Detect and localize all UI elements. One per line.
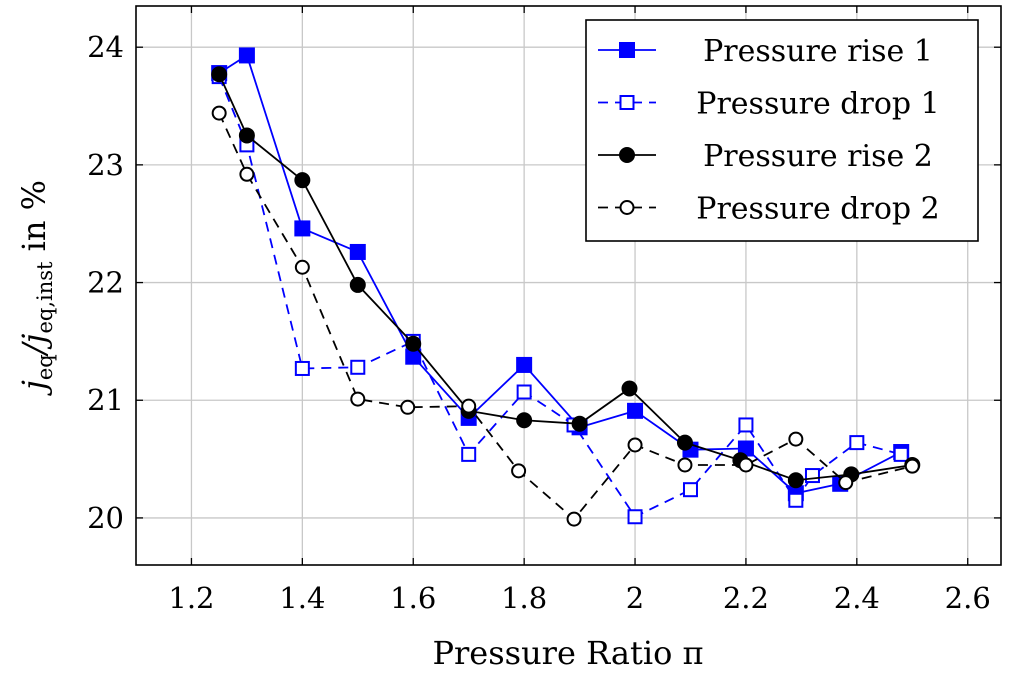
y-tick-label: 20 (87, 501, 124, 535)
data-point (838, 475, 854, 491)
data-point (294, 259, 310, 275)
legend-entry-1: Pressure rise 1 (598, 34, 933, 69)
data-point (738, 417, 754, 433)
series-layer (211, 47, 921, 527)
y-label-sub2: eq,inst (33, 261, 57, 334)
legend: Pressure rise 1 Pressure drop 1 Pressure r… (585, 19, 979, 242)
data-point (627, 437, 643, 453)
data-point (904, 458, 920, 474)
data-point (788, 431, 804, 447)
data-point (511, 463, 527, 479)
legend-entry-4: Pressure drop 2 (598, 192, 940, 227)
x-axis-label: Pressure Ratio π (432, 634, 703, 672)
legend-box (585, 19, 979, 242)
data-point (238, 47, 255, 64)
data-point (400, 399, 416, 415)
legend-label: Pressure rise 1 (703, 34, 933, 69)
legend-label: Pressure rise 2 (703, 139, 933, 174)
tick-layer: 1.2 1.4 1.6 1.8 2 2.2 2.4 2.6 20 21 22 23 24 (87, 6, 1001, 615)
data-point (627, 509, 643, 525)
legend-label: Pressure drop 2 (696, 192, 939, 227)
data-point (893, 446, 909, 462)
series-line (218, 54, 902, 495)
y-tick-label: 22 (87, 266, 124, 300)
data-point (294, 172, 311, 189)
data-point (461, 398, 477, 414)
data-point (804, 468, 820, 484)
plot-frame (135, 5, 1002, 566)
data-point (787, 472, 804, 489)
series-line (218, 73, 913, 482)
data-point (621, 380, 638, 397)
data-point (627, 402, 644, 419)
data-point (682, 482, 698, 498)
y-label-sub1: eq (33, 354, 57, 380)
data-point (239, 166, 255, 182)
data-point (294, 360, 310, 376)
data-point (571, 415, 588, 432)
data-point (211, 66, 228, 83)
series-4 (211, 105, 920, 527)
x-tick-label: 2 (626, 581, 644, 615)
data-point (294, 220, 311, 237)
data-point (516, 384, 532, 400)
y-tick-label: 23 (87, 148, 124, 182)
data-point (516, 412, 533, 429)
legend-label: Pressure drop 1 (696, 87, 939, 122)
legend-entry-2: Pressure drop 1 (598, 87, 940, 122)
data-point (211, 105, 227, 121)
data-point (849, 435, 865, 451)
legend-marker (619, 42, 635, 58)
data-point (405, 335, 422, 352)
data-point (676, 434, 693, 451)
legend-marker (619, 200, 635, 215)
legend-marker (619, 147, 635, 163)
data-point (350, 391, 366, 407)
y-label-main: j (15, 380, 53, 396)
y-label-end: in % (15, 180, 53, 262)
x-tick-label: 2.4 (834, 581, 880, 615)
x-tick-label: 1.2 (168, 581, 214, 615)
legend-entry-3: Pressure rise 2 (598, 139, 933, 174)
data-point (350, 359, 366, 375)
data-point (566, 511, 582, 527)
x-tick-label: 1.6 (390, 581, 436, 615)
y-axis-label: jeq/jeq,inst in % (15, 180, 57, 396)
data-point (516, 356, 533, 373)
data-point (677, 457, 693, 473)
x-tick-label: 2.2 (723, 581, 769, 615)
data-point (461, 446, 477, 462)
x-tick-label: 1.4 (279, 581, 325, 615)
y-tick-label: 21 (87, 383, 124, 417)
series-line (218, 112, 913, 521)
data-point (349, 243, 366, 260)
y-tick-label: 24 (87, 30, 124, 64)
y-label-mid: /j (15, 333, 53, 357)
data-point (349, 276, 366, 293)
data-point (238, 127, 255, 144)
x-tick-label: 1.8 (501, 581, 547, 615)
legend-marker (619, 95, 635, 110)
x-tick-label: 2.6 (945, 581, 991, 615)
data-point (788, 492, 804, 508)
data-point (738, 457, 754, 473)
